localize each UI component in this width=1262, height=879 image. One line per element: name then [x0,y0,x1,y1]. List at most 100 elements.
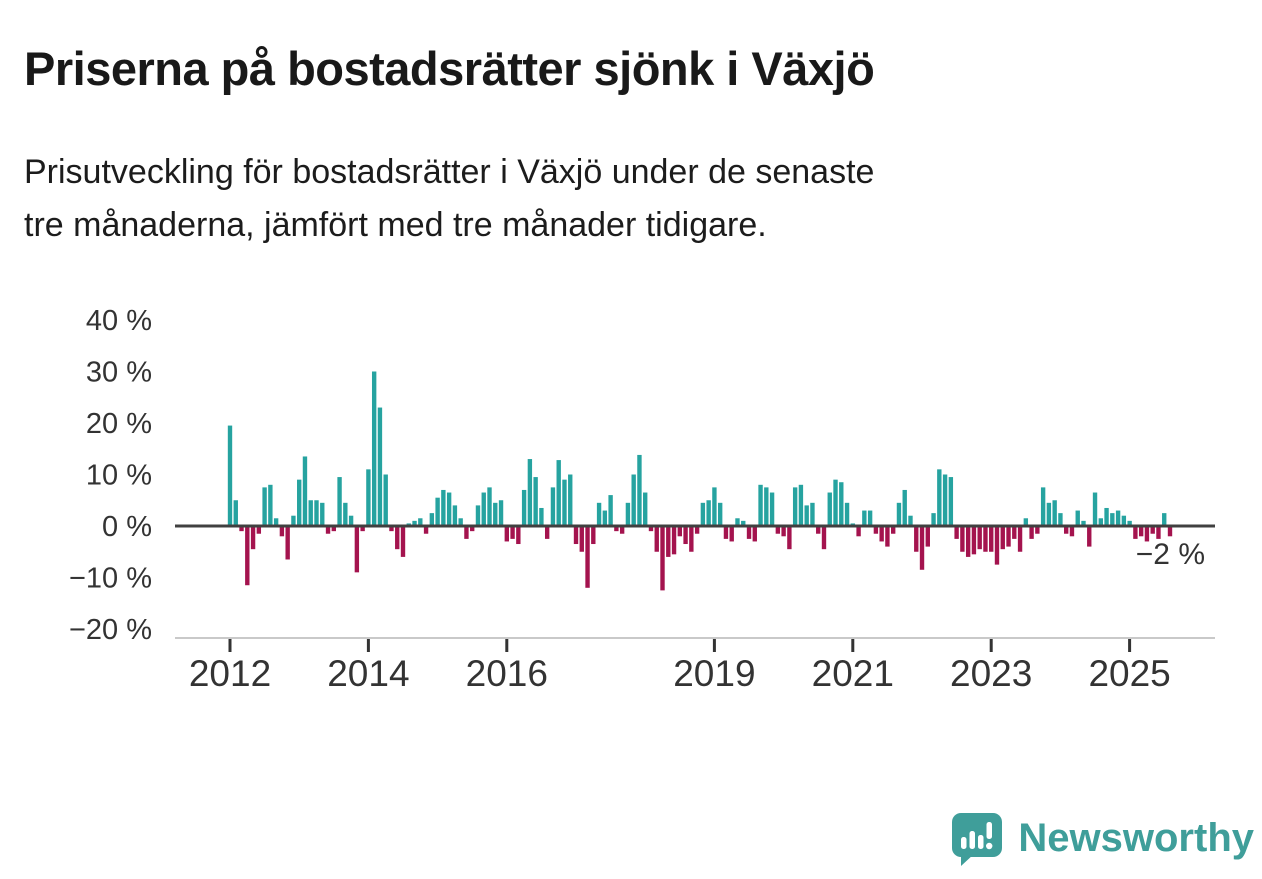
bar [891,526,896,534]
bar [371,371,377,526]
x-axis-label: 2016 [466,653,548,694]
x-axis-label: 2012 [189,653,271,694]
bar [470,526,475,532]
bar [723,526,729,539]
y-axis-label: 30 % [86,357,152,389]
bar [942,474,948,526]
bar [498,500,504,526]
bar [262,487,267,527]
bar [1069,526,1075,537]
bar [273,518,279,527]
bar [256,526,262,534]
bar [683,526,688,545]
bar [245,526,250,586]
bar [544,526,550,539]
bar [487,487,492,527]
bar [1133,526,1138,539]
bar [919,526,925,570]
bar [458,518,463,527]
bar [343,502,348,526]
bar [585,526,590,588]
bar [700,502,706,526]
price-development-chart: 40 % 30 % 20 % 10 % 0 % −10 % −20 % 2012 2014 201… [0,298,1262,698]
bar [516,526,521,545]
bar [671,526,677,555]
bar [320,502,325,526]
bar [729,526,734,542]
bar [550,487,556,527]
bar [1115,510,1121,526]
bar [1121,515,1127,526]
bar [308,500,313,526]
bar [1144,526,1150,542]
subtitle-line-1: Prisutveckling för bostadsrätter i Växjö… [24,153,875,191]
y-axis-label: −20 % [69,614,152,646]
bar [1092,492,1098,527]
bar [694,526,700,534]
y-axis-label: 20 % [86,408,152,440]
bar [643,492,648,527]
bar [302,456,308,526]
bar [902,489,907,526]
newsworthy-brand-name: Newsworthy [1018,816,1254,860]
x-axis-label: 2023 [950,653,1032,694]
bar [810,502,815,526]
chart-subtitle: Prisutveckling för bostadsrätter i Växjö… [24,146,1249,251]
bar [1167,526,1173,537]
bar [423,526,429,534]
bar [366,469,371,526]
bar [654,526,659,552]
bar [839,482,844,526]
bar [533,477,538,526]
bar [596,502,602,526]
bar [989,526,994,552]
bar [602,510,608,526]
bar [792,487,798,527]
bar [1110,513,1115,527]
bar [948,477,954,526]
bar [1017,526,1023,552]
bar [239,526,244,532]
bar [354,526,360,573]
bar [666,526,671,557]
bar [377,407,383,526]
bar [1012,526,1017,539]
bar [1087,526,1092,547]
bar [965,526,971,557]
bar [1058,513,1063,527]
x-axis-label: 2021 [812,653,894,694]
bar [660,526,665,591]
bar [1075,510,1080,526]
bar [227,425,233,526]
bar [1156,526,1161,539]
bar [521,489,527,526]
bar [914,526,919,552]
y-axis-label: 10 % [86,460,152,492]
bar [717,502,723,526]
bar [539,507,544,526]
bar [233,500,238,526]
bar [619,526,625,534]
bar [1127,520,1132,526]
bar [1035,526,1040,534]
bar [937,469,942,526]
bar [873,526,879,534]
bar [297,479,302,526]
bar [389,526,394,532]
bar [1081,520,1086,526]
bar [573,526,579,545]
bar [867,510,873,526]
bar [862,510,867,526]
bar [435,497,440,527]
bar [758,484,763,526]
bar [844,502,850,526]
bar [400,526,406,557]
bar [562,479,567,526]
bar [677,526,682,537]
bar [827,492,832,527]
bar [787,526,792,550]
y-axis-label: −10 % [69,563,152,595]
bar [781,526,786,537]
bar [798,484,804,526]
